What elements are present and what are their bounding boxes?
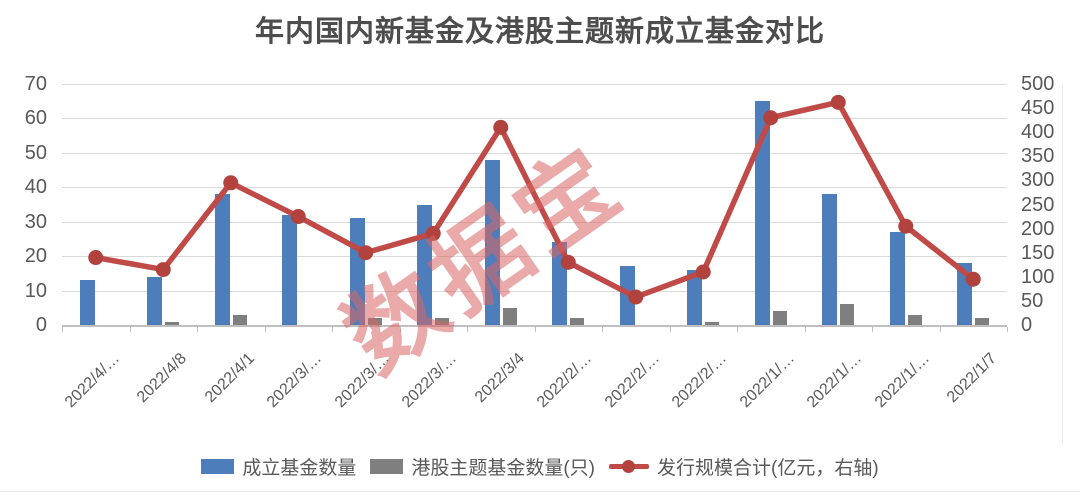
issuance-scale-point xyxy=(493,119,509,135)
hk-theme-funds-bar xyxy=(772,311,787,325)
red-line-dot-icon xyxy=(622,459,635,473)
right-axis-tick-label: 100 xyxy=(1021,265,1055,288)
gridline xyxy=(62,290,1007,292)
left-axis-tick-label: 50 xyxy=(24,141,47,164)
established-funds-bar xyxy=(889,232,905,325)
right-axis-tick-label: 450 xyxy=(1021,97,1055,120)
established-funds-bar xyxy=(822,194,838,325)
right-axis-tick-label: 0 xyxy=(1021,314,1033,336)
established-funds-bar xyxy=(957,263,973,325)
x-axis-tick xyxy=(669,327,671,332)
legend-item-hk-theme-funds: 港股主题基金数量(只) xyxy=(370,453,595,480)
right-axis-tick-label: 350 xyxy=(1021,145,1055,168)
established-funds-bar xyxy=(214,194,230,325)
left-axis-tick-label: 40 xyxy=(24,176,47,199)
left-axis-tick-label: 0 xyxy=(35,314,47,336)
hk-theme-funds-bar xyxy=(502,307,517,325)
blue-bar-swatch-icon xyxy=(201,458,235,474)
hk-theme-funds-bar xyxy=(705,321,720,325)
right-axis-tick-label: 500 xyxy=(1021,73,1055,95)
established-funds-bar xyxy=(754,101,770,325)
right-axis-tick-label: 200 xyxy=(1021,217,1055,240)
gridline xyxy=(62,84,1007,85)
x-axis-tick xyxy=(737,327,738,332)
x-axis-tick xyxy=(1007,327,1008,332)
hk-theme-funds-bar xyxy=(165,321,180,325)
x-axis-tick xyxy=(129,327,131,332)
x-axis-tick xyxy=(332,327,333,332)
gray-bar-swatch-icon xyxy=(370,458,404,474)
left-axis-tick-label: 70 xyxy=(24,73,47,95)
x-axis-tick xyxy=(264,327,266,332)
legend-item-issuance-scale: 发行规模合计(亿元，右轴) xyxy=(609,453,879,480)
hk-theme-funds-bar xyxy=(232,314,247,325)
x-axis-line xyxy=(62,325,1007,327)
issuance-scale-point xyxy=(88,250,104,266)
established-funds-bar xyxy=(79,280,95,325)
x-axis-tick xyxy=(197,327,198,332)
established-funds-bar xyxy=(619,266,635,325)
left-axis-tick-label: 30 xyxy=(24,210,47,233)
legend-label-hk-theme-funds: 港股主题基金数量(只) xyxy=(411,457,595,479)
legend: 成立基金数量 港股主题基金数量(只) 发行规模合计(亿元，右轴) xyxy=(0,448,1080,484)
legend-label-issuance-scale: 发行规模合计(亿元，右轴) xyxy=(657,457,879,479)
issuance-scale-point xyxy=(830,94,846,110)
hk-theme-funds-bar xyxy=(570,318,585,325)
x-axis-tick xyxy=(399,327,401,332)
right-axis-tick-label: 300 xyxy=(1021,169,1055,192)
left-axis-tick-label: 20 xyxy=(24,245,47,268)
chart-title: 年内国内新基金及港股主题新成立基金对比 xyxy=(254,16,825,48)
x-axis-tick xyxy=(534,327,536,332)
right-axis-tick-label: 400 xyxy=(1021,121,1055,144)
x-axis-tick xyxy=(602,327,603,332)
x-axis-tick xyxy=(62,327,63,332)
gridline xyxy=(62,118,1007,120)
established-funds-bar xyxy=(282,214,298,325)
x-axis-tick xyxy=(467,327,468,332)
red-line-marker-swatch-icon xyxy=(609,459,649,474)
issuance-scale-point xyxy=(155,262,171,278)
hk-theme-funds-bar xyxy=(840,304,855,325)
left-axis-tick-label: 60 xyxy=(24,107,47,130)
hk-theme-funds-bar xyxy=(907,314,922,325)
left-axis-tick-label: 10 xyxy=(24,279,47,302)
right-axis-tick-label: 50 xyxy=(1021,289,1044,312)
legend-label-established-funds: 成立基金数量 xyxy=(242,457,357,479)
established-funds-bar xyxy=(687,269,703,325)
right-axis-tick-label: 150 xyxy=(1021,241,1055,264)
right-axis-tick-label: 250 xyxy=(1021,193,1055,216)
x-axis-tick xyxy=(872,327,873,332)
hk-theme-funds-bar xyxy=(975,318,990,325)
right-edge-artifact-line xyxy=(1062,85,1063,445)
gridline xyxy=(62,152,1007,154)
hk-theme-funds-bar xyxy=(435,318,450,325)
bottom-edge-artifact-line xyxy=(0,491,1080,492)
x-axis-tick xyxy=(804,327,806,332)
x-axis-tick xyxy=(939,327,941,332)
established-funds-bar xyxy=(147,276,163,325)
hk-theme-funds-bar xyxy=(367,318,382,325)
legend-item-established-funds: 成立基金数量 xyxy=(201,453,356,480)
